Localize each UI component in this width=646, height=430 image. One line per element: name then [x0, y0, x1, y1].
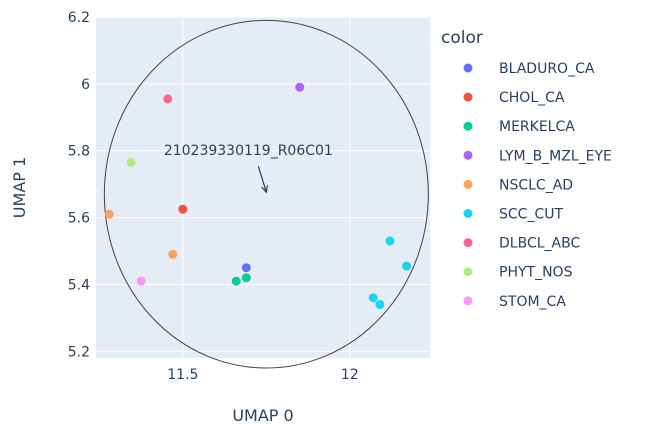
- data-point: [163, 94, 173, 104]
- y-axis-title: UMAP 1: [10, 157, 29, 218]
- data-point: [168, 249, 178, 259]
- legend-label: STOM_CA: [499, 294, 566, 310]
- legend-label: BLADURO_CA: [499, 61, 595, 77]
- highlight-circle: [103, 19, 429, 369]
- annotation-arrowhead: [261, 185, 268, 194]
- data-point: [231, 276, 241, 286]
- x-axis-title: UMAP 0: [232, 406, 293, 425]
- y-tick-label: 5.4: [68, 277, 90, 293]
- data-point: [385, 236, 395, 246]
- data-point: [375, 300, 385, 310]
- legend-label: DLBCL_ABC: [499, 236, 580, 252]
- legend-label: MERKELCA: [499, 119, 575, 135]
- data-point: [104, 209, 114, 219]
- y-tick-label: 5.8: [68, 144, 90, 160]
- annotation: 210239330119_R06C01: [164, 143, 333, 194]
- legend-marker: [463, 63, 473, 73]
- data-point: [136, 276, 146, 286]
- legend-marker: [463, 179, 473, 189]
- legend-marker: [463, 209, 473, 218]
- legend-label: NSCLC_AD: [499, 177, 573, 193]
- legend-label: CHOL_CA: [499, 90, 565, 106]
- annotation-arrow: [257, 166, 267, 193]
- data-point: [368, 293, 378, 303]
- data-point: [241, 263, 251, 273]
- legend-marker: [463, 267, 473, 277]
- legend-marker: [463, 121, 473, 131]
- annotation-text: 210239330119_R06C01: [164, 143, 333, 159]
- tick-labels: 5.2 5.4 5.6 5.8 6 6.2 11.5 12: [68, 10, 359, 383]
- data-point: [178, 204, 188, 214]
- legend-marker: [463, 238, 473, 248]
- data-point: [295, 82, 305, 92]
- legend-marker: [463, 296, 473, 306]
- legend: BLADURO_CA CHOL_CA MERKELCA LYM_B_MZL_EYE NS…: [463, 61, 612, 310]
- y-tick-label: 5.2: [68, 344, 90, 360]
- y-tick-label: 6.2: [68, 10, 90, 26]
- y-tick-label: 5.6: [68, 211, 90, 227]
- y-tick-label: 6: [81, 77, 90, 93]
- legend-label: SCC_CUT: [499, 207, 563, 223]
- legend-marker: [463, 92, 473, 102]
- x-tick-label: 11.5: [167, 367, 198, 383]
- legend-marker: [463, 150, 473, 160]
- data-points: [104, 82, 412, 310]
- legend-label: LYM_B_MZL_EYE: [499, 148, 612, 164]
- grid-lines: [96, 16, 430, 358]
- legend-label: PHYT_NOS: [499, 265, 573, 281]
- data-point: [402, 261, 412, 271]
- legend-title: color: [441, 28, 483, 48]
- data-point: [241, 273, 251, 283]
- data-point: [126, 157, 136, 167]
- x-tick-label: 12: [341, 367, 359, 383]
